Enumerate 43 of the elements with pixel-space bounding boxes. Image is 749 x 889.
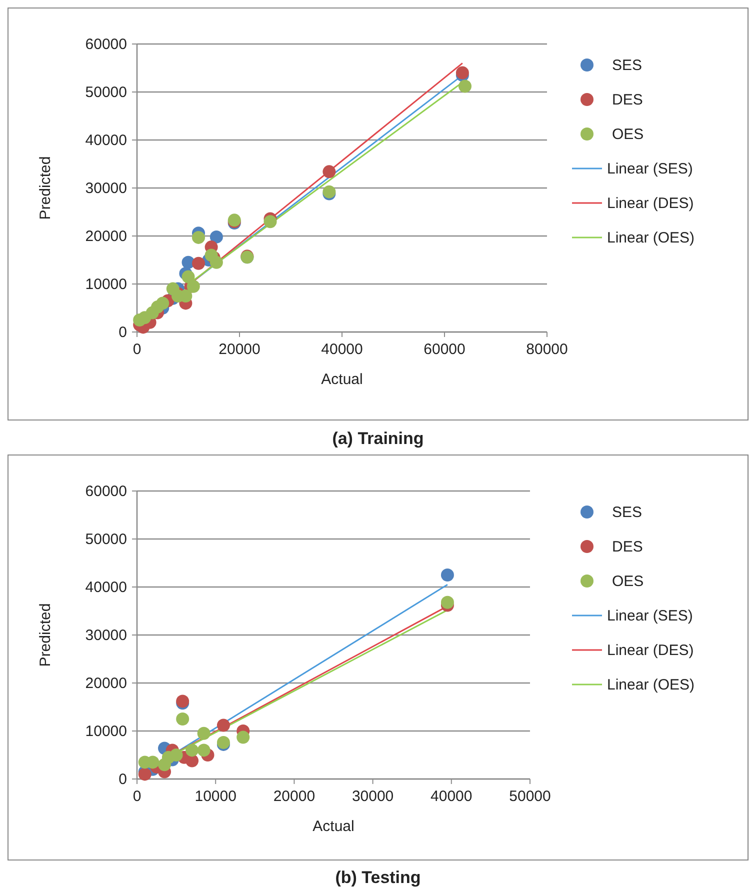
y-axis-title: Predicted <box>37 156 54 220</box>
y-tick-label: 10000 <box>85 276 127 293</box>
legend-label: DES <box>612 92 643 108</box>
y-tick-label: 60000 <box>85 36 127 53</box>
x-tick-label: 0 <box>132 341 142 358</box>
y-tick-label: 30000 <box>85 627 127 644</box>
y-tick-label: 40000 <box>85 132 127 149</box>
y-tick-label: 30000 <box>85 180 127 197</box>
y-tick-label: 20000 <box>85 228 127 245</box>
legend-label: Linear (OES) <box>607 676 695 694</box>
x-tick-label: 50000 <box>509 788 551 805</box>
legend-label: Linear (DES) <box>607 195 694 212</box>
y-tick-label: 20000 <box>85 675 127 692</box>
text: (a) Training <box>332 429 424 448</box>
x-axis-title: Actual <box>312 818 354 835</box>
legend-label: Linear (SES) <box>607 160 693 178</box>
x-tick-label: 60000 <box>424 341 466 358</box>
x-tick-label: 40000 <box>430 788 472 805</box>
x-tick-label: 10000 <box>194 788 236 805</box>
y-tick-label: 0 <box>118 771 127 788</box>
x-tick-label: 30000 <box>352 788 394 805</box>
legend-label: Linear (OES) <box>607 230 695 246</box>
y-tick-label: 60000 <box>85 483 127 500</box>
legend-label: OES <box>612 126 644 143</box>
legend-label: OES <box>612 573 644 590</box>
x-tick-label: 80000 <box>526 341 568 358</box>
y-tick-label: 0 <box>118 324 127 341</box>
legend-label: Linear (SES) <box>607 608 693 624</box>
x-tick-label: 40000 <box>321 341 363 358</box>
y-axis-title: Predicted <box>37 603 54 667</box>
y-tick-label: 40000 <box>85 579 127 596</box>
x-tick-label: 20000 <box>218 341 260 358</box>
legend-label: DES <box>612 538 643 556</box>
x-tick-label: 0 <box>132 788 142 805</box>
y-tick-label: 10000 <box>85 723 127 740</box>
text: (b) Testing <box>335 868 421 887</box>
y-tick-label: 50000 <box>85 84 127 101</box>
x-axis-title: Actual <box>321 371 363 388</box>
x-tick-label: 20000 <box>273 788 316 805</box>
legend-label: SES <box>612 504 642 521</box>
legend-label: Linear (DES) <box>607 642 694 659</box>
y-tick-label: 50000 <box>85 531 127 548</box>
legend-label: SES <box>612 57 642 74</box>
